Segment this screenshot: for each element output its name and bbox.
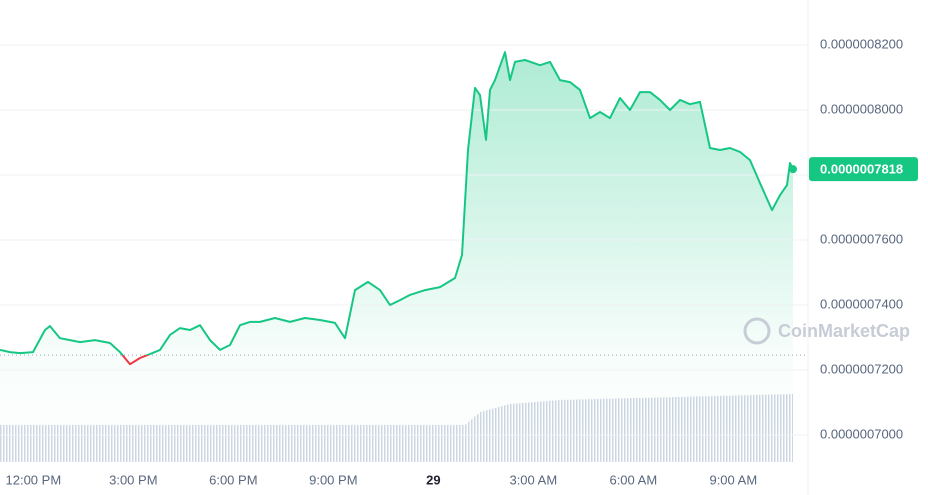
y-tick-label: 0.0000007600 [820, 231, 903, 246]
watermark-text: CoinMarketCap [778, 321, 910, 341]
x-tick-label: 9:00 PM [309, 472, 357, 487]
price-line-down [121, 355, 151, 366]
y-tick-label: 0.0000007400 [820, 296, 903, 311]
watermark: CoinMarketCap [743, 317, 910, 345]
x-tick-label: 12:00 PM [6, 472, 62, 487]
x-tick-label: 3:00 PM [109, 472, 157, 487]
y-tick-label: 0.0000008200 [820, 36, 903, 51]
x-tick-label: 6:00 PM [209, 472, 257, 487]
x-tick-label: 9:00 AM [709, 472, 757, 487]
price-line [0, 51, 794, 356]
y-tick-label: 0.0000008000 [820, 101, 903, 116]
last-point [789, 165, 797, 174]
price-area [0, 52, 793, 462]
x-tick-label: 6:00 AM [609, 472, 657, 487]
current-price-label: 0.0000007818 [820, 162, 903, 177]
y-tick-label: 0.0000007000 [820, 426, 903, 441]
x-tick-label: 29 [426, 472, 440, 487]
x-tick-label: 3:00 AM [509, 472, 557, 487]
y-tick-label: 0.0000007200 [820, 361, 903, 376]
current-price-badge [809, 157, 918, 182]
